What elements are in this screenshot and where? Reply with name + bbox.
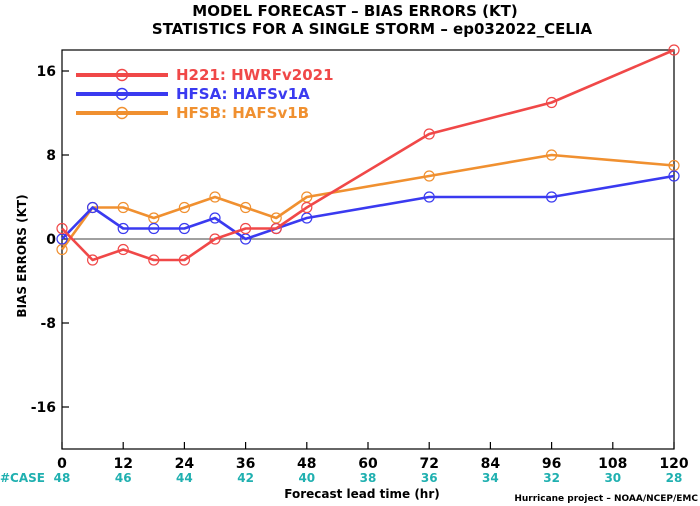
data-point bbox=[209, 191, 221, 203]
y-tick-label: 8 bbox=[46, 148, 56, 164]
x-tick-label: 0 bbox=[57, 456, 67, 472]
credit-text: Hurricane project – NOAA/NCEP/EMC bbox=[514, 494, 698, 504]
x-tick-label: 48 bbox=[297, 456, 316, 472]
x-tick-label: 108 bbox=[598, 456, 627, 472]
case-count: 46 bbox=[115, 471, 132, 485]
y-tick-label: -8 bbox=[40, 316, 56, 332]
case-count-row: 48 46 44 42 40 38 36 34 32 30 28 bbox=[54, 471, 683, 485]
x-tick-label: 84 bbox=[481, 456, 501, 472]
data-point bbox=[545, 191, 558, 203]
data-point bbox=[270, 222, 282, 235]
series-0 bbox=[56, 44, 680, 266]
x-axis-ticks: 0 12 24 36 48 60 72 84 96 108 120 bbox=[57, 442, 689, 472]
case-count: 28 bbox=[666, 471, 683, 485]
case-count: 48 bbox=[54, 471, 71, 485]
data-point bbox=[423, 170, 435, 182]
case-count: 30 bbox=[604, 471, 621, 485]
x-tick-label: 60 bbox=[358, 456, 378, 472]
case-count: 36 bbox=[421, 471, 438, 485]
x-tick-label: 36 bbox=[236, 456, 255, 472]
data-point bbox=[209, 233, 221, 245]
x-tick-label: 96 bbox=[542, 456, 561, 472]
series-2 bbox=[56, 149, 680, 256]
case-count: 44 bbox=[176, 471, 193, 485]
y-axis-label: BIAS ERRORS (KT) bbox=[15, 194, 29, 317]
plot-area-frame bbox=[61, 49, 675, 450]
y-tick-label: 16 bbox=[37, 64, 56, 80]
series-line bbox=[60, 153, 675, 251]
data-point bbox=[423, 191, 435, 203]
case-row-label: #CASE bbox=[0, 471, 45, 485]
legend-label: H221: HWRFv2021 bbox=[176, 66, 334, 84]
series-line bbox=[61, 174, 675, 241]
data-point bbox=[117, 222, 129, 235]
data-point bbox=[423, 128, 435, 140]
data-point bbox=[86, 201, 99, 214]
data-point bbox=[301, 201, 313, 214]
series-1 bbox=[56, 170, 680, 245]
legend-swatch-marker bbox=[115, 68, 129, 82]
data-point bbox=[668, 170, 680, 182]
legend-label: HFSB: HAFSv1B bbox=[176, 104, 309, 122]
case-count: 32 bbox=[543, 471, 560, 485]
data-point bbox=[209, 212, 221, 224]
x-tick-label: 12 bbox=[113, 456, 132, 472]
data-point bbox=[117, 243, 129, 256]
data-point bbox=[178, 222, 190, 235]
data-point bbox=[545, 96, 558, 109]
x-tick-label: 24 bbox=[175, 456, 195, 472]
y-tick-label: 0 bbox=[46, 232, 56, 248]
legend-swatch-marker bbox=[115, 87, 129, 101]
data-point bbox=[178, 254, 190, 266]
case-count: 34 bbox=[482, 471, 499, 485]
data-point bbox=[240, 201, 252, 214]
series-layer bbox=[56, 44, 680, 266]
data-point bbox=[86, 254, 99, 266]
chart-subtitle: STATISTICS FOR A SINGLE STORM – ep032022… bbox=[152, 20, 593, 38]
data-point bbox=[148, 254, 160, 266]
case-count: 40 bbox=[298, 471, 315, 485]
y-axis-ticks: -16 -8 0 8 16 bbox=[31, 64, 69, 416]
chart-title: MODEL FORECAST – BIAS ERRORS (KT) bbox=[192, 2, 517, 20]
data-point bbox=[56, 222, 68, 235]
x-axis-label: Forecast lead time (hr) bbox=[284, 487, 440, 501]
legend-swatch-marker bbox=[115, 106, 129, 120]
data-point bbox=[148, 222, 160, 235]
case-count: 42 bbox=[237, 471, 254, 485]
data-point bbox=[545, 149, 558, 161]
legend-label: HFSA: HAFSv1A bbox=[176, 85, 310, 103]
data-point bbox=[178, 201, 190, 214]
data-point bbox=[240, 222, 252, 235]
x-tick-label: 72 bbox=[419, 456, 438, 472]
case-count: 38 bbox=[360, 471, 377, 485]
y-tick-label: -16 bbox=[31, 400, 56, 416]
data-point bbox=[668, 44, 680, 56]
data-point bbox=[117, 201, 129, 214]
x-tick-label: 120 bbox=[659, 456, 688, 472]
